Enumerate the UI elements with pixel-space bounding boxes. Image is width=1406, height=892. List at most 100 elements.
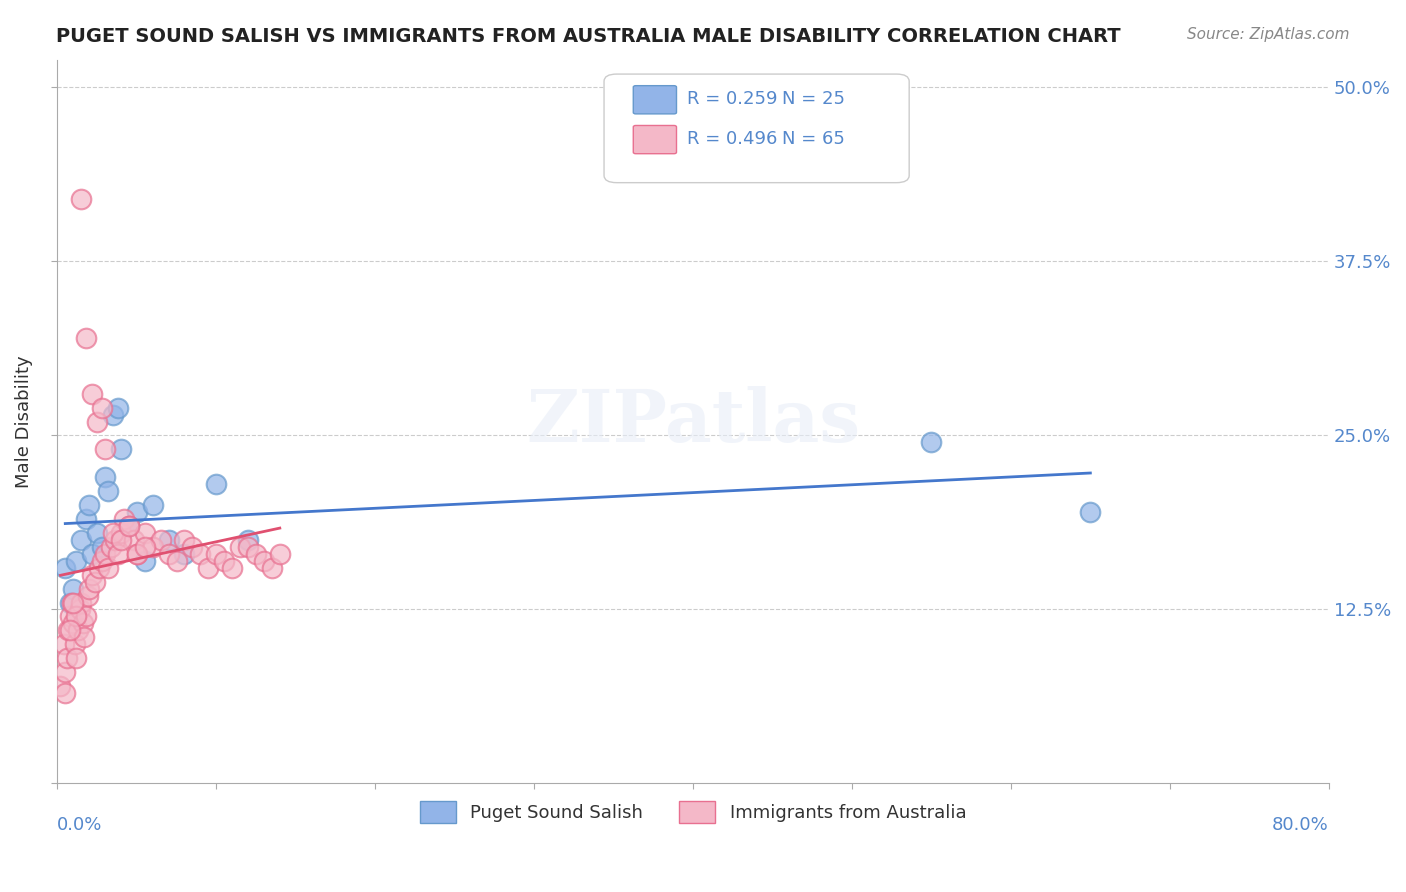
Point xyxy=(101,525,124,540)
Point xyxy=(188,547,211,561)
Point xyxy=(100,540,122,554)
Point xyxy=(62,582,84,596)
Point xyxy=(149,533,172,547)
Text: R = 0.496: R = 0.496 xyxy=(686,130,778,148)
Point xyxy=(269,547,291,561)
Point xyxy=(181,540,204,554)
Text: 80.0%: 80.0% xyxy=(1272,816,1329,834)
FancyBboxPatch shape xyxy=(605,74,910,183)
Point xyxy=(236,540,259,554)
Point xyxy=(920,435,942,450)
Y-axis label: Male Disability: Male Disability xyxy=(15,355,32,488)
Point xyxy=(94,470,117,484)
Point xyxy=(86,415,108,429)
Point xyxy=(90,540,112,554)
Point xyxy=(173,533,195,547)
Point xyxy=(134,540,156,554)
Point xyxy=(72,616,94,631)
Point xyxy=(65,609,87,624)
Point xyxy=(101,408,124,422)
Point xyxy=(65,554,87,568)
Point xyxy=(197,560,219,574)
Point xyxy=(122,533,145,547)
Point xyxy=(82,386,104,401)
Point xyxy=(142,498,165,512)
Point xyxy=(69,602,91,616)
Text: 0.0%: 0.0% xyxy=(58,816,103,834)
Point xyxy=(59,624,82,638)
Point xyxy=(245,547,267,561)
Point xyxy=(70,192,93,206)
Point xyxy=(58,624,80,638)
Point xyxy=(53,560,76,574)
Point xyxy=(70,595,93,609)
Point xyxy=(260,560,283,574)
Point xyxy=(62,616,84,631)
Point xyxy=(118,519,141,533)
Point xyxy=(157,547,180,561)
Point xyxy=(107,401,129,415)
Point xyxy=(205,477,228,491)
Point xyxy=(94,442,117,457)
Point xyxy=(76,589,98,603)
Point xyxy=(97,484,120,499)
Point xyxy=(84,574,107,589)
Text: N = 25: N = 25 xyxy=(782,90,845,109)
Text: ZIPatlas: ZIPatlas xyxy=(526,386,860,457)
Point xyxy=(75,331,97,345)
Point xyxy=(110,533,132,547)
Point xyxy=(65,651,87,665)
Point xyxy=(118,519,141,533)
Legend: Puget Sound Salish, Immigrants from Australia: Puget Sound Salish, Immigrants from Aust… xyxy=(411,792,976,832)
Point xyxy=(70,533,93,547)
Point xyxy=(229,540,252,554)
Point xyxy=(134,525,156,540)
Point xyxy=(94,547,117,561)
Point xyxy=(60,595,83,609)
Text: N = 65: N = 65 xyxy=(782,130,845,148)
Point xyxy=(236,533,259,547)
Point xyxy=(75,512,97,526)
Point xyxy=(82,567,104,582)
Point xyxy=(82,547,104,561)
Point xyxy=(73,630,96,644)
Point xyxy=(110,525,132,540)
Text: Source: ZipAtlas.com: Source: ZipAtlas.com xyxy=(1187,27,1350,42)
Point xyxy=(77,582,100,596)
Point xyxy=(62,595,84,609)
Point xyxy=(166,554,188,568)
Point xyxy=(118,519,141,533)
Point xyxy=(205,547,228,561)
Point xyxy=(173,547,195,561)
Point xyxy=(49,679,72,693)
Point xyxy=(125,547,148,561)
Point xyxy=(212,554,235,568)
Point xyxy=(134,554,156,568)
Point xyxy=(110,442,132,457)
Text: R = 0.259: R = 0.259 xyxy=(686,90,778,109)
Point xyxy=(59,595,82,609)
Point xyxy=(97,560,120,574)
FancyBboxPatch shape xyxy=(633,126,676,153)
Point xyxy=(87,560,110,574)
Point xyxy=(1080,505,1102,519)
Point xyxy=(125,505,148,519)
Point xyxy=(86,525,108,540)
Point xyxy=(77,498,100,512)
Point xyxy=(56,651,79,665)
Point xyxy=(53,665,76,680)
Point xyxy=(53,686,76,700)
Point xyxy=(66,624,89,638)
Point xyxy=(221,560,243,574)
Point xyxy=(125,547,148,561)
Point xyxy=(157,533,180,547)
Text: PUGET SOUND SALISH VS IMMIGRANTS FROM AUSTRALIA MALE DISABILITY CORRELATION CHAR: PUGET SOUND SALISH VS IMMIGRANTS FROM AU… xyxy=(56,27,1121,45)
Point xyxy=(142,540,165,554)
Point xyxy=(103,533,125,547)
Point xyxy=(107,547,129,561)
Point xyxy=(59,609,82,624)
FancyBboxPatch shape xyxy=(633,86,676,114)
Point xyxy=(112,512,135,526)
Point xyxy=(52,637,75,651)
Point xyxy=(253,554,276,568)
